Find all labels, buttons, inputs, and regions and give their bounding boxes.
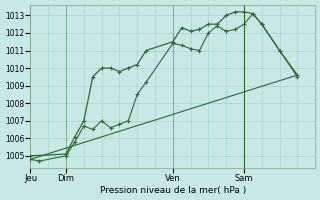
X-axis label: Pression niveau de la mer( hPa ): Pression niveau de la mer( hPa ): [100, 186, 246, 195]
